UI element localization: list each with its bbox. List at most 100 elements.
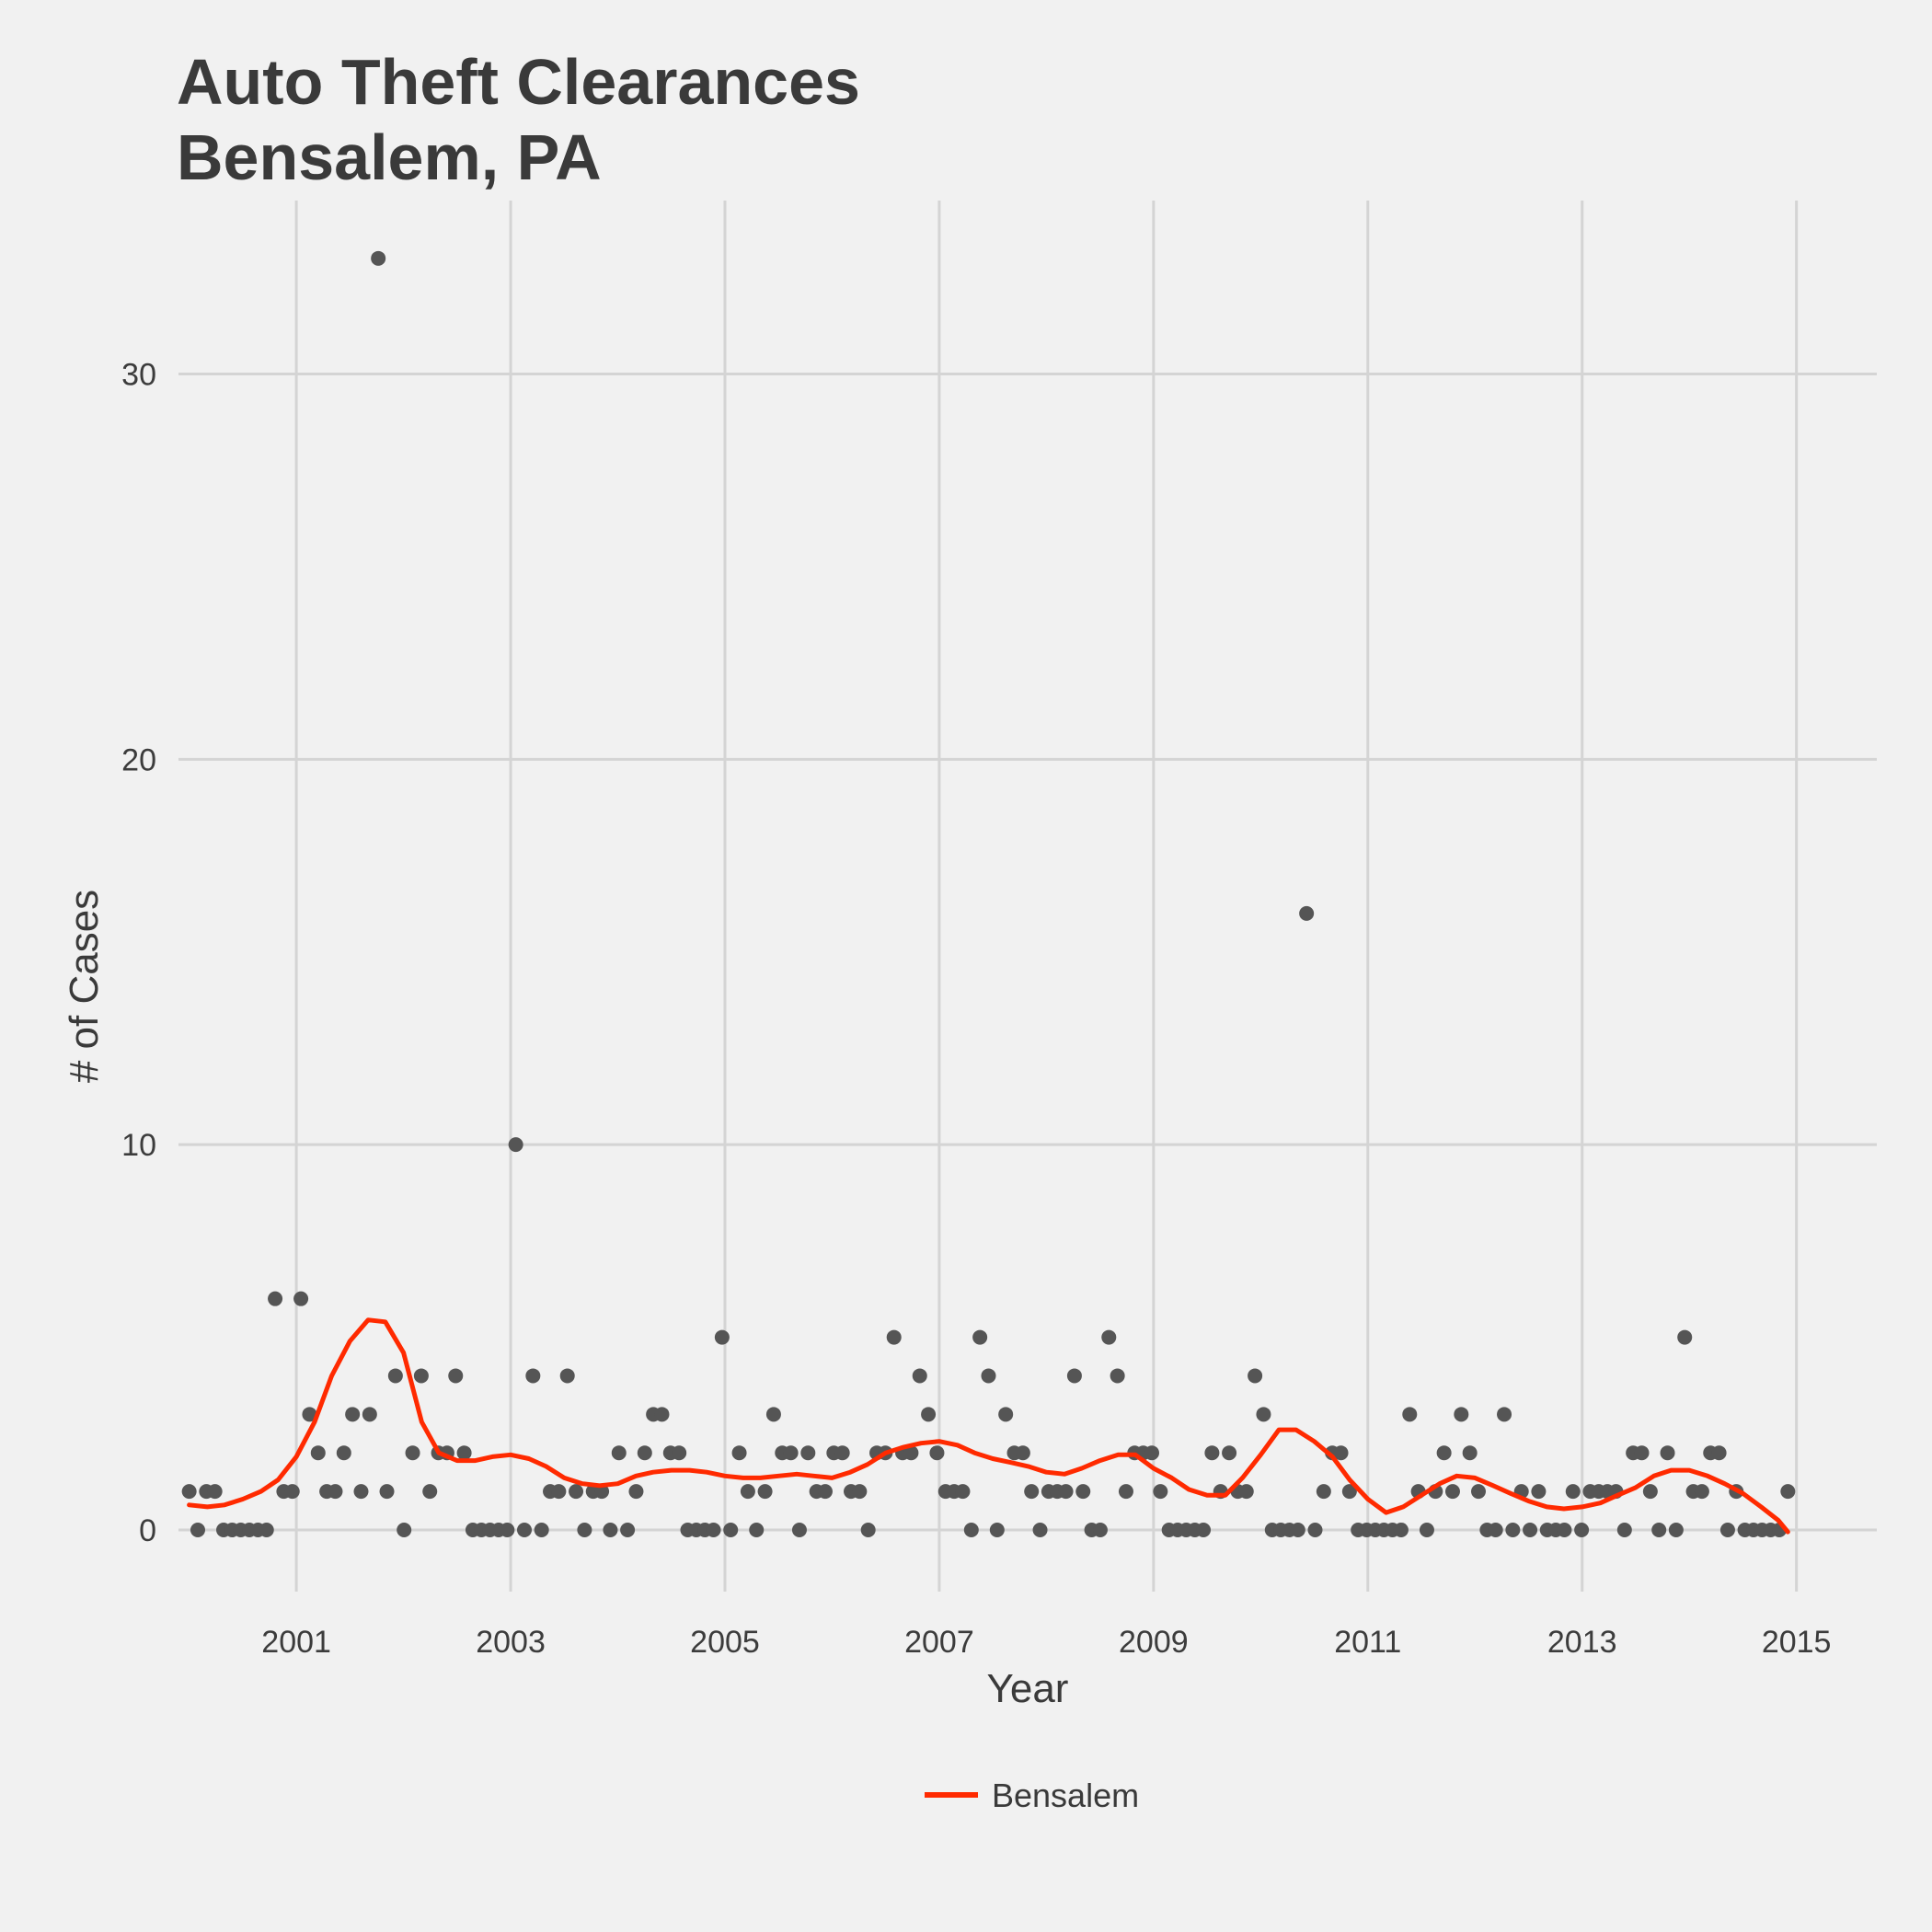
scatter-point xyxy=(181,1484,197,1500)
scatter-point xyxy=(456,1445,472,1461)
scatter-point xyxy=(972,1329,988,1345)
scatter-point xyxy=(1523,1522,1538,1537)
scatter-point xyxy=(1565,1484,1581,1500)
scatter-point xyxy=(963,1522,979,1537)
x-tick-label: 2013 xyxy=(1547,1625,1617,1660)
scatter-point xyxy=(1256,1407,1271,1422)
x-tick-label: 2015 xyxy=(1762,1625,1832,1660)
scatter-point xyxy=(387,1368,403,1384)
scatter-point xyxy=(190,1522,205,1537)
scatter-point xyxy=(353,1484,369,1500)
chart-title-line: Auto Theft Clearances xyxy=(177,46,860,118)
scatter-point xyxy=(525,1368,541,1384)
x-tick-labels: 2001 2003 2005 2007 2009 2011 2013 2015 xyxy=(261,1625,1831,1660)
scatter-point xyxy=(1402,1407,1418,1422)
scatter-point xyxy=(1341,1484,1357,1500)
scatter-point xyxy=(1101,1329,1117,1345)
scatter-point xyxy=(1316,1484,1331,1500)
scatter-point xyxy=(569,1484,584,1500)
scatter-point xyxy=(559,1368,575,1384)
scatter-point xyxy=(1719,1522,1735,1537)
scatter-point xyxy=(577,1522,592,1537)
scatter-point xyxy=(1066,1368,1082,1384)
smooth-line xyxy=(187,1317,1790,1535)
scatter-point xyxy=(1780,1484,1796,1500)
scatter-point xyxy=(1497,1407,1512,1422)
scatter-point xyxy=(1153,1484,1168,1500)
scatter-point xyxy=(413,1368,429,1384)
scatter-point xyxy=(293,1291,309,1306)
scatter-point xyxy=(749,1522,765,1537)
scatter-point xyxy=(1694,1484,1709,1500)
scatter-point xyxy=(852,1484,868,1500)
scatter-point xyxy=(1677,1329,1693,1345)
scatter-point xyxy=(903,1445,919,1461)
scatter-point xyxy=(362,1407,377,1422)
scatter-point xyxy=(259,1522,274,1537)
chart-title: Auto Theft Clearances Bensalem, PA xyxy=(177,44,860,195)
scatter-point xyxy=(654,1407,670,1422)
scatter-point xyxy=(1290,1522,1305,1537)
scatter-point xyxy=(310,1445,326,1461)
scatter-point xyxy=(1075,1484,1091,1500)
scatter-point xyxy=(834,1445,850,1461)
scatter-point xyxy=(886,1329,902,1345)
scatter-point xyxy=(783,1445,799,1461)
legend-label: Bensalem xyxy=(992,1777,1139,1814)
scatter-point xyxy=(611,1445,627,1461)
scatter-point xyxy=(955,1484,971,1500)
scatter-point xyxy=(328,1484,343,1500)
scatter-point xyxy=(1574,1522,1590,1537)
scatter-point xyxy=(1488,1522,1503,1537)
scatter-point xyxy=(207,1484,223,1500)
scatter-point xyxy=(508,1137,523,1153)
scatter-point xyxy=(1248,1368,1263,1384)
chart-subtitle: Bensalem, PA xyxy=(177,121,602,193)
scatter-point xyxy=(757,1484,773,1500)
scatter-point xyxy=(268,1291,283,1306)
scatter-point xyxy=(534,1522,549,1537)
scatter-point xyxy=(1058,1484,1074,1500)
y-tick-label: 10 xyxy=(121,1128,156,1163)
scatter-point xyxy=(1204,1445,1220,1461)
scatter-point xyxy=(1110,1368,1125,1384)
scatter-point xyxy=(1196,1522,1212,1537)
scatter-point xyxy=(1651,1522,1667,1537)
scatter-point xyxy=(1531,1484,1547,1500)
scatter-point xyxy=(345,1407,361,1422)
scatter-point xyxy=(1634,1445,1650,1461)
scatter-point xyxy=(1711,1445,1727,1461)
scatter-point xyxy=(981,1368,996,1384)
scatter-point xyxy=(1015,1445,1030,1461)
scatter-point xyxy=(706,1522,721,1537)
scatter-point xyxy=(284,1484,300,1500)
scatter-point xyxy=(336,1445,351,1461)
scatter-point xyxy=(791,1522,807,1537)
scatter-point xyxy=(731,1445,747,1461)
scatter-point xyxy=(860,1522,876,1537)
y-tick-label: 30 xyxy=(121,357,156,392)
scatter-point xyxy=(302,1407,317,1422)
scatter-point xyxy=(1419,1522,1434,1537)
scatter-point xyxy=(929,1445,945,1461)
scatter-point xyxy=(637,1445,652,1461)
scatter-point xyxy=(517,1522,533,1537)
scatter-point xyxy=(1299,905,1315,921)
scatter-point xyxy=(921,1407,937,1422)
x-tick-label: 2007 xyxy=(904,1625,974,1660)
scatter-point xyxy=(1444,1484,1460,1500)
scatter-point xyxy=(1436,1445,1452,1461)
scatter-point xyxy=(628,1484,644,1500)
scatter-point xyxy=(603,1522,618,1537)
scatter-point xyxy=(405,1445,420,1461)
x-tick-label: 2003 xyxy=(476,1625,546,1660)
scatter-point xyxy=(740,1484,755,1500)
scatter-point xyxy=(1616,1522,1632,1537)
scatter-point xyxy=(397,1522,412,1537)
scatter-point xyxy=(551,1484,567,1500)
scatter-point xyxy=(379,1484,395,1500)
scatter-point xyxy=(714,1329,730,1345)
x-tick-label: 2011 xyxy=(1334,1625,1401,1660)
x-tick-label: 2001 xyxy=(261,1625,331,1660)
